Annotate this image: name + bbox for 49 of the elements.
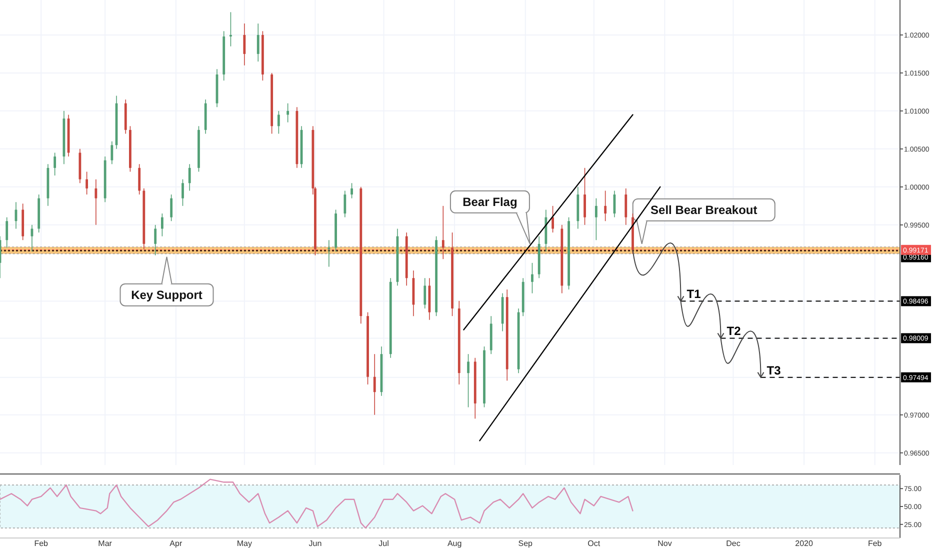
candlestick [467,354,470,408]
candlestick [6,216,8,248]
candlestick [243,23,246,66]
candlestick [328,240,330,268]
candlestick [170,194,173,222]
candlestick [624,188,628,226]
x-tick-label: May [236,539,252,548]
x-tick-label: 2020 [795,539,814,548]
candlestick [604,190,607,222]
candlestick [54,152,56,176]
candlestick [350,182,353,199]
ref-line-label: T3 [766,363,782,378]
x-tick-label: Aug [447,539,462,548]
x-tick-label: Feb [868,539,882,548]
candlestick [256,23,260,62]
x-tick-label: Dec [726,539,740,548]
x-tick-label: Sep [518,539,534,548]
x-tick-label: Mar [98,539,112,548]
candlestick [594,198,598,240]
candlestick [373,354,376,416]
annotation: Bear Flag [462,195,518,210]
candlestick [442,206,444,260]
x-tick-label: Jul [378,539,390,548]
candlestick [138,164,141,195]
candlestick [344,190,346,218]
candlestick [154,224,157,256]
annotation: Sell Bear Breakout [650,203,758,218]
line-series [0,478,634,529]
x-tick-label: Jun [308,539,322,548]
candlestick [86,171,88,195]
candlestick [286,102,290,123]
ref-line-label: T2 [726,324,742,338]
candlestick [160,213,164,237]
x-tick-label: Oct [588,539,601,548]
x-tick-label: Feb [34,539,49,548]
candlestick [277,110,280,134]
candlestick [182,178,184,206]
candlestick [110,140,114,165]
candlestick [94,178,98,226]
x-tick-label: Nov [658,539,672,548]
candlestick [531,262,534,294]
candlestick [188,164,191,192]
x-tick-label: Apr [170,539,182,548]
candlestick [230,12,232,47]
candlestick [552,206,554,233]
candlestick [424,278,426,309]
ref-line-label: T1 [686,287,702,302]
annotation: Key Support [131,288,202,302]
candlestick [584,168,586,226]
